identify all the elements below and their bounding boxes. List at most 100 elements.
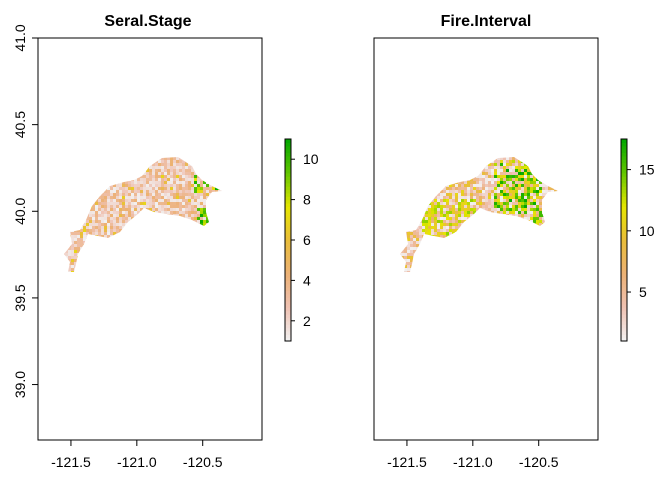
legend-color-step [621,152,627,157]
legend-color-step [285,159,291,164]
x-tick-label: -120.5 [183,454,223,470]
legend-color-step [285,297,291,302]
legend-color-step [621,317,627,322]
legend-color-step [285,283,291,288]
legend-color-step [285,152,291,157]
legend-color-step [621,169,627,174]
legend-color-step [285,240,291,244]
legend-color-step [621,337,627,342]
legend-color-step [621,176,627,180]
legend-color-step [621,233,627,238]
legend-color-step [285,290,291,295]
legend-tick-label: 8 [303,192,311,208]
legend-color-step [621,149,627,154]
x-tick-label: -121.0 [117,454,157,470]
legend-color-step [285,176,291,180]
legend-color-step [621,277,627,281]
legend-color-step [285,155,291,160]
legend-color-step [621,216,627,221]
seral-stage-panel: Seral.Stage -121.5 -121.0 -120.5 41.040.54… [12,13,319,470]
legend-color-step [285,192,291,197]
legend-color-step [621,287,627,292]
legend-color-step [621,320,627,325]
legend-color-step [285,266,291,271]
legend-color-step [285,260,291,265]
legend-color-step [621,253,627,258]
legend-color-step [621,209,627,214]
y-tick-label: 40.0 [12,197,28,224]
legend-color-step [285,327,291,332]
legend-color-step [621,172,627,177]
legend-color-step [285,324,291,329]
legend-color-step [285,256,291,261]
legend-color-step [621,283,627,288]
legend-color-step [621,327,627,332]
legend-tick-label: 6 [303,232,311,248]
legend-color-step [285,209,291,214]
legend-tick-label: 2 [303,313,311,329]
legend-color-step [285,253,291,258]
legend-color-step [621,297,627,302]
legend-color-step [285,236,291,241]
legend-color-step [285,189,291,194]
x-axis: -121.5 -121.0 -120.5 [387,439,559,470]
legend-color-step [285,277,291,281]
legend-color-step [285,273,291,278]
y-tick-label: 39.5 [12,284,28,311]
legend-color-step [621,293,627,298]
legend-color-step [285,303,291,308]
legend-color-step [621,303,627,308]
legend-color-step [285,169,291,174]
legend-color-step [621,263,627,268]
raster-map [400,157,558,272]
legend-color-step [285,250,291,255]
legend-color-step [621,270,627,275]
x-tick-label: -121.0 [453,454,493,470]
legend-color-step [621,314,627,319]
legend-color-step [621,213,627,218]
legend-color-step [621,240,627,244]
legend-color-step [621,236,627,241]
legend-color-step [621,196,627,201]
legend-color-step [621,324,627,329]
legend-color-step [621,179,627,184]
legend-color-step [621,246,627,251]
legend-color-step [285,165,291,170]
legend-color-step [621,273,627,278]
legend-color-step [621,182,627,187]
legend-color-step [621,186,627,191]
legend-color-step [621,165,627,170]
legend-color-step [285,300,291,305]
legend-color-step [285,330,291,335]
legend-color-step [285,307,291,312]
legend-color-step [285,229,291,234]
legend-color-step [285,233,291,238]
legend-color-step [621,206,627,211]
legend-color-step [285,223,291,228]
legend-color-step [621,199,627,204]
legend-color-step [621,334,627,339]
legend-color-step [621,159,627,164]
legend-color-step [285,213,291,218]
legend-color-step [285,182,291,187]
legend-color-step [285,280,291,285]
legend-color-step [285,216,291,221]
legend-color-step [285,243,291,248]
legend-color-step [285,149,291,154]
legend-color-step [621,243,627,248]
legend-color-step [621,300,627,305]
legend-color-step [621,219,627,224]
legend-frame [620,138,628,342]
legend-color-step [285,142,291,147]
color-legend: 5 10 15 [620,138,655,342]
legend-color-step [285,226,291,231]
legend-color-step [621,155,627,160]
legend-tick-label: 10 [303,151,319,167]
legend-color-step [621,229,627,234]
x-tick-label: -120.5 [519,454,559,470]
legend-color-step [621,189,627,194]
legend-color-step [285,334,291,339]
legend-color-step [285,172,291,177]
legend-color-step [285,139,291,143]
